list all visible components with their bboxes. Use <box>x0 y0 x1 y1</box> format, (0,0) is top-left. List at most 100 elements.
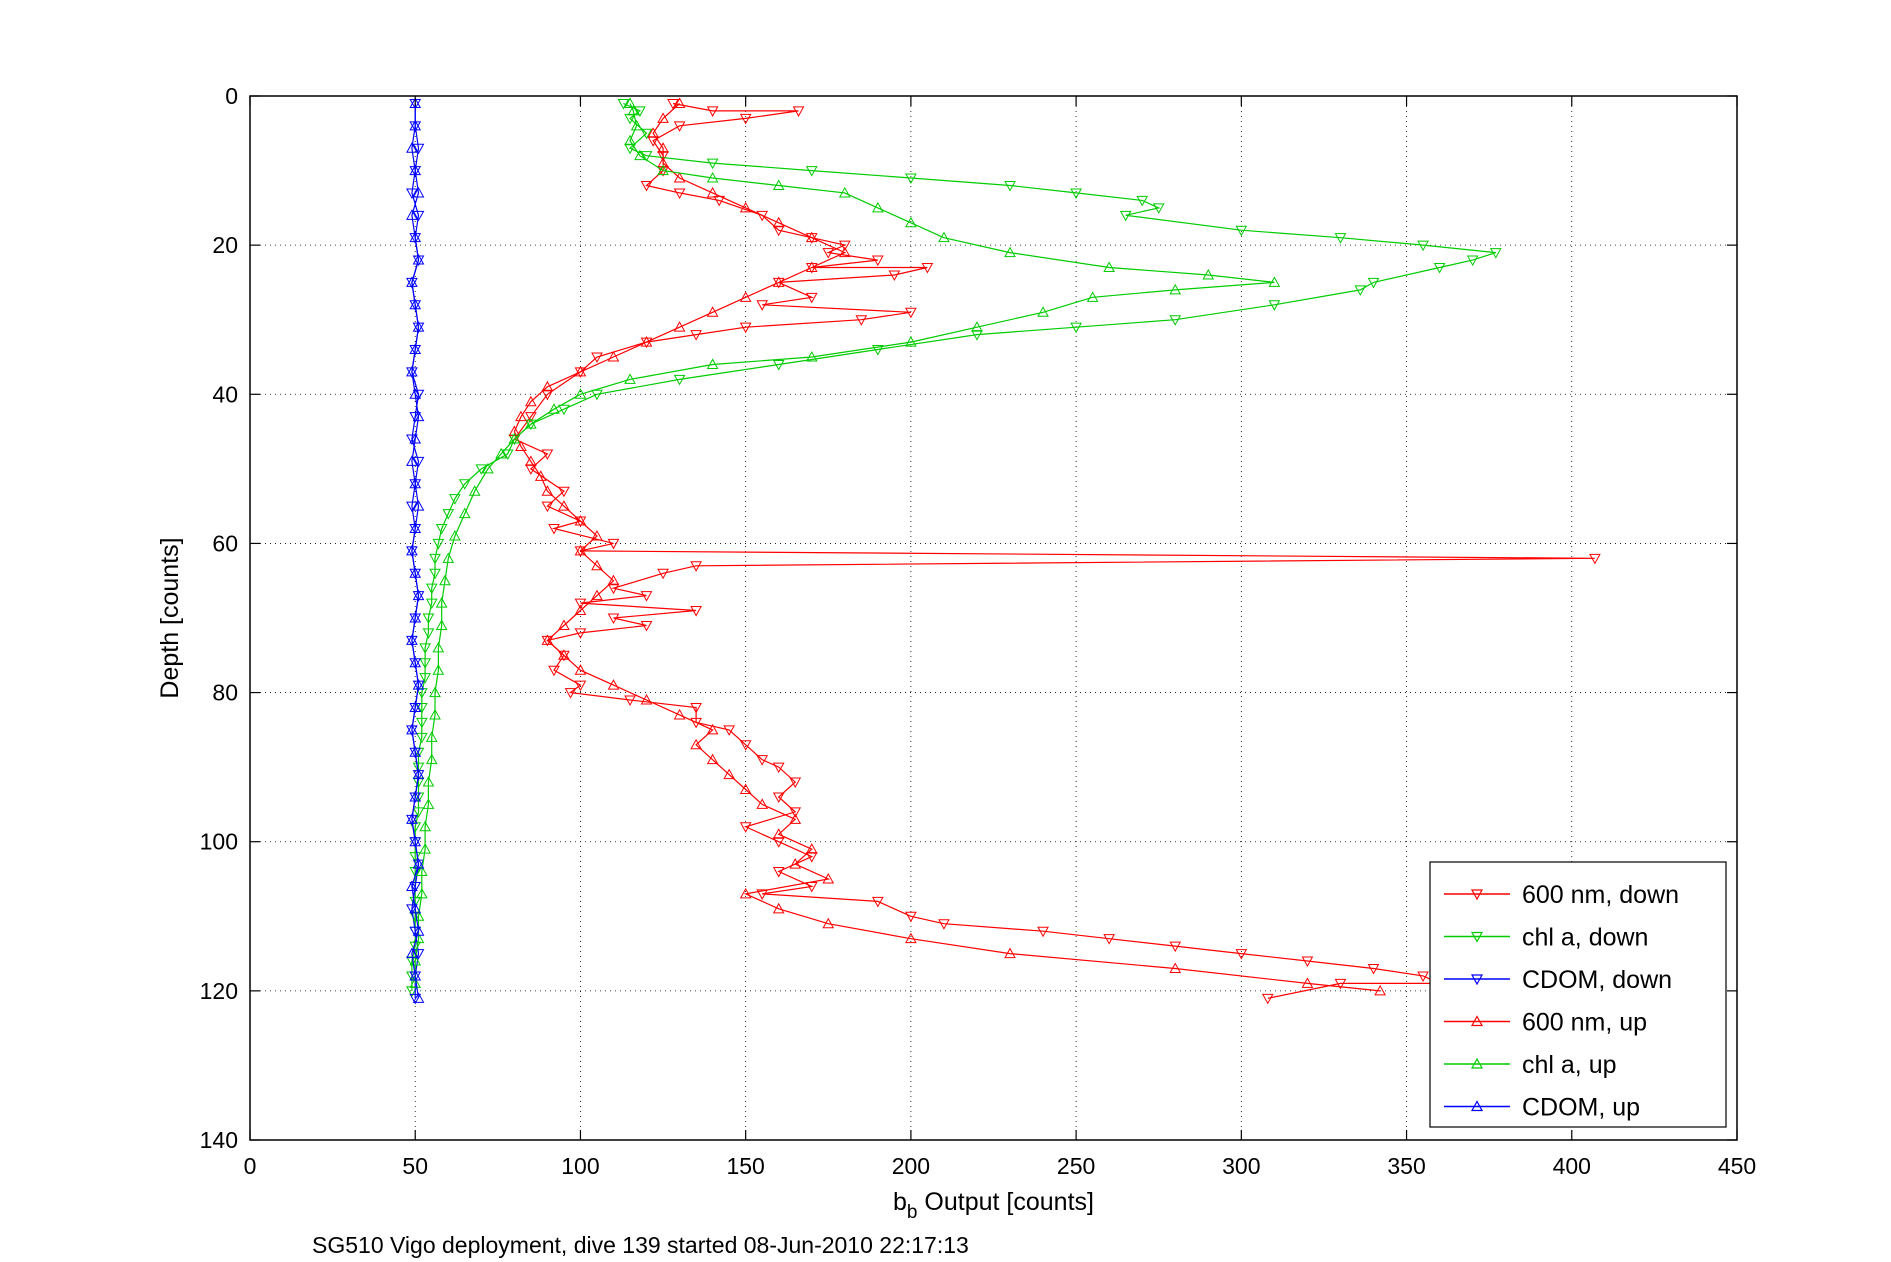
data-point-marker <box>640 180 653 192</box>
data-point-marker <box>508 425 521 437</box>
data-point-marker <box>515 440 527 451</box>
data-point-marker <box>871 896 884 908</box>
data-point-marker <box>525 455 537 466</box>
data-point-marker <box>525 395 537 407</box>
data-point-marker <box>624 134 636 146</box>
data-point-marker <box>772 276 785 287</box>
data-point-marker <box>591 352 603 364</box>
data-point-marker <box>1152 203 1165 214</box>
data-point-marker <box>409 412 422 423</box>
data-point-marker <box>412 925 425 936</box>
data-point-marker <box>739 822 752 833</box>
data-point-marker <box>475 464 488 475</box>
data-point-marker <box>409 388 422 399</box>
data-point-marker <box>412 768 425 780</box>
data-point-marker <box>1417 240 1429 252</box>
data-point-marker <box>1169 962 1182 973</box>
data-point-marker <box>412 321 425 332</box>
x-tick-label: 350 <box>1387 1153 1425 1179</box>
legend: 600 nm, down chl a, down CDOM, down 600 nm,… <box>1429 861 1727 1128</box>
data-point-marker <box>772 762 785 774</box>
series-cdom-up <box>406 97 425 1003</box>
data-point-marker <box>548 665 560 677</box>
data-point-marker <box>406 434 418 446</box>
x-tick-label: 450 <box>1718 1153 1756 1179</box>
y-tick-label: 0 <box>225 83 238 109</box>
data-point-marker <box>406 813 418 824</box>
data-point-marker <box>541 634 554 645</box>
legend-label: 600 nm, up <box>1522 1009 1647 1037</box>
series-line <box>513 103 1381 992</box>
data-point-marker <box>706 306 719 317</box>
data-point-marker <box>905 216 917 228</box>
data-point-marker <box>422 628 435 639</box>
data-point-marker <box>772 867 785 878</box>
data-point-marker <box>1037 926 1049 938</box>
data-point-marker <box>772 179 785 190</box>
legend-marker-icon <box>1470 931 1484 943</box>
data-point-marker <box>706 753 719 765</box>
data-point-marker <box>756 889 769 900</box>
data-point-marker <box>805 166 818 177</box>
data-point-marker <box>789 807 802 818</box>
data-point-marker <box>409 835 422 847</box>
data-point-marker <box>422 613 435 625</box>
data-point-marker <box>439 574 451 586</box>
data-point-marker <box>429 686 441 698</box>
data-point-marker <box>412 992 425 1003</box>
data-point-marker <box>905 911 917 923</box>
data-point-marker <box>406 544 418 556</box>
data-point-marker <box>772 828 785 839</box>
data-point-marker <box>607 679 620 690</box>
data-point-marker <box>415 702 428 714</box>
data-point-marker <box>412 456 425 468</box>
y-axis-label: Depth [counts] <box>156 537 184 698</box>
data-point-marker <box>574 680 587 692</box>
data-point-marker <box>409 746 422 757</box>
data-point-marker <box>409 97 422 108</box>
data-point-marker <box>422 776 435 787</box>
data-point-marker <box>435 597 448 608</box>
data-point-marker <box>657 112 669 123</box>
plot-frame <box>249 95 1738 1141</box>
data-point-marker <box>1103 261 1116 273</box>
data-point-marker <box>640 620 653 632</box>
legend-item: 600 nm, down <box>1444 881 1679 909</box>
data-point-marker <box>772 225 785 237</box>
data-point-marker <box>1004 947 1016 959</box>
data-point-marker <box>690 561 702 572</box>
data-point-marker <box>1367 277 1380 289</box>
data-point-marker <box>1119 210 1132 222</box>
data-point-marker <box>1202 268 1215 280</box>
data-point-marker <box>412 762 425 774</box>
data-point-marker <box>449 494 461 505</box>
x-tick-label: 400 <box>1553 1153 1591 1179</box>
x-tick-label: 300 <box>1222 1153 1260 1179</box>
data-point-marker <box>772 359 785 371</box>
x-tick-label: 100 <box>561 1153 599 1179</box>
data-point-marker <box>1070 322 1082 334</box>
x-axis-label-rest: Output [counts] <box>917 1188 1094 1216</box>
y-tick-label: 60 <box>212 530 238 556</box>
data-point-marker <box>607 583 620 595</box>
data-point-marker <box>406 634 418 645</box>
x-axis-label-subscript: b <box>907 1202 918 1223</box>
data-point-marker <box>772 837 785 848</box>
data-point-marker <box>871 345 884 356</box>
data-point-marker <box>1268 276 1281 287</box>
data-point-marker <box>657 568 669 580</box>
data-point-marker <box>905 932 917 944</box>
data-point-marker <box>409 119 422 131</box>
data-point-marker <box>772 216 785 228</box>
data-point-marker <box>657 164 669 176</box>
y-tick-label: 100 <box>200 829 238 855</box>
data-point-marker <box>647 136 659 147</box>
data-point-marker <box>789 813 802 824</box>
data-point-marker <box>419 673 431 684</box>
data-point-marker <box>406 209 418 220</box>
data-point-marker <box>1169 941 1182 953</box>
data-point-marker <box>409 343 422 355</box>
data-point-marker <box>574 365 587 377</box>
data-point-marker <box>419 643 431 654</box>
data-point-marker <box>409 432 422 444</box>
